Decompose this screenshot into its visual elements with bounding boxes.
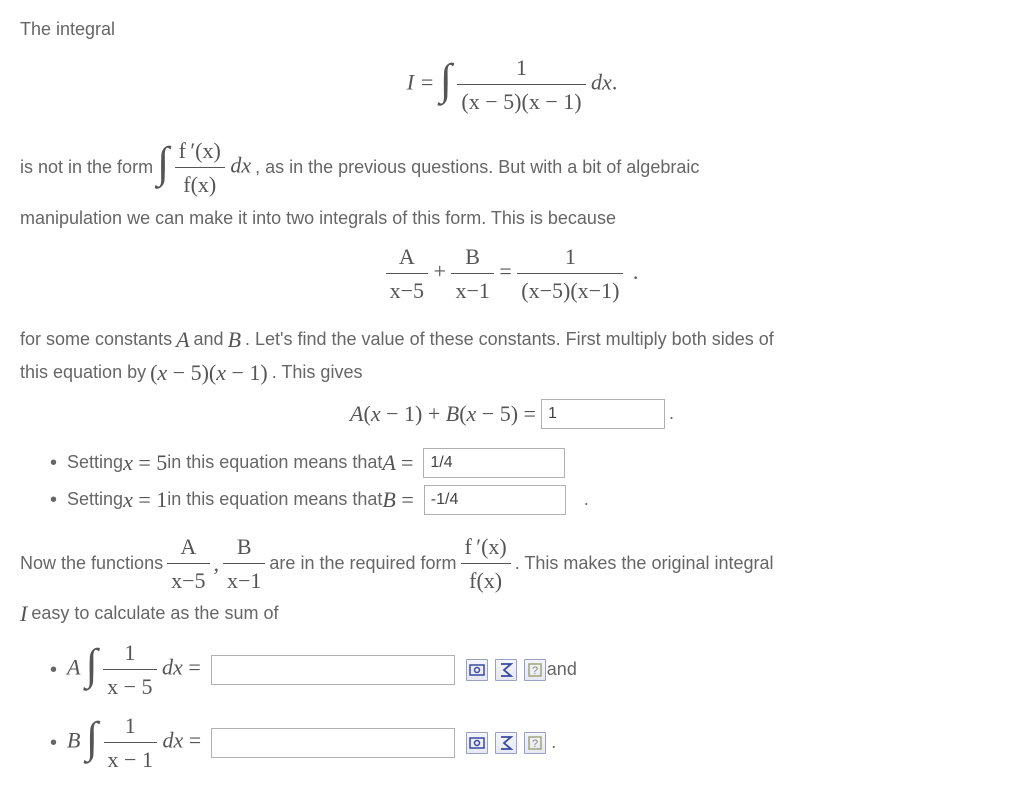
sigma-icon[interactable] [495, 659, 517, 681]
svg-text:?: ? [532, 738, 538, 750]
and-tail: and [547, 656, 577, 683]
x-eq-1: x = 1 [123, 483, 167, 516]
for-some-constants: for some constants [20, 326, 172, 353]
this-equation-by: this equation by [20, 359, 146, 386]
expanded-lhs: A(x − 1) + B(x − 5) = [350, 397, 536, 430]
B-over-x1: Bx−1 [223, 530, 265, 597]
integral-A-input[interactable] [211, 655, 455, 685]
I-easy-line: I easy to calculate as the sum of [20, 597, 1004, 630]
bullet-B: • Setting x = 1 in this equation means t… [50, 483, 1004, 516]
integrand-num: 1 [457, 51, 585, 85]
A-equals: A = [382, 446, 413, 479]
factor-expr: (x − 5)(x − 1) [150, 356, 268, 389]
fprime-over-f: f ′(x) f(x) [461, 530, 511, 597]
display-integral-I: I = ∫ 1 (x − 5)(x − 1) dx. [20, 51, 1004, 118]
I-var: I [20, 597, 27, 630]
I-equals: I = [407, 70, 435, 95]
this-gives: . This gives [272, 359, 363, 386]
prose-line-form: is not in the form ∫ f ′(x) f(x) dx , as… [20, 134, 1004, 201]
equals-sign: = [499, 259, 517, 284]
preview-icon[interactable] [466, 732, 488, 754]
line4-tail: . Let's find the value of these constant… [245, 326, 774, 353]
A-integral: A ∫ 1 x − 5 dx = [67, 636, 201, 703]
bullet-dot: • [50, 660, 57, 680]
constants-line-2: this equation by (x − 5)(x − 1) . This g… [20, 356, 1004, 389]
plus-sign: + [434, 259, 452, 284]
B-input[interactable] [424, 485, 566, 515]
partial-fraction-equation: A x−5 + B x−1 = 1 (x−5)(x−1) . [20, 240, 1004, 307]
dx-term: dx. [591, 70, 617, 95]
and-word: and [194, 326, 224, 353]
A-var: A [176, 323, 189, 356]
integral-B-input[interactable] [211, 728, 455, 758]
setting-text: Setting [67, 449, 123, 476]
are-in-required-form: are in the required form [269, 550, 456, 577]
this-makes: . This makes the original integral [515, 550, 774, 577]
is-not-in-form: is not in the form [20, 154, 153, 181]
integral-A-row: • A ∫ 1 x − 5 dx = ? and [50, 636, 1004, 703]
integrand-den: (x − 5)(x − 1) [457, 85, 585, 118]
manipulation-line: manipulation we can make it into two int… [20, 205, 1004, 232]
now-the-functions: Now the functions [20, 550, 163, 577]
bullet-list-1: • Setting x = 5 in this equation means t… [50, 446, 1004, 516]
easy-to-calculate: easy to calculate as the sum of [31, 600, 278, 627]
bullet-dot: • [50, 453, 57, 473]
bullet-dot: • [50, 733, 57, 753]
preview-icon[interactable] [466, 659, 488, 681]
integral-B-row: • B ∫ 1 x − 1 dx = ? . [50, 709, 1004, 776]
period-2: . [669, 400, 674, 427]
means-that-2: in this equation means that [167, 486, 382, 513]
x-eq-5: x = 5 [123, 446, 167, 479]
svg-text:?: ? [532, 665, 538, 677]
toolbar-A: ? [465, 656, 547, 683]
comma: , [214, 547, 220, 580]
intro-text: The integral [20, 16, 1004, 43]
B-var: B [228, 323, 241, 356]
setting-text-2: Setting [67, 486, 123, 513]
bullet-A: • Setting x = 5 in this equation means t… [50, 446, 1004, 479]
B-equals: B = [382, 483, 413, 516]
A-input[interactable] [423, 448, 565, 478]
rhs-input[interactable] [541, 399, 665, 429]
help-icon[interactable]: ? [524, 732, 546, 754]
means-that: in this equation means that [167, 449, 382, 476]
A-over-x5: Ax−5 [167, 530, 209, 597]
B-integral: B ∫ 1 x − 1 dx = [67, 709, 201, 776]
bullet-dot: • [50, 490, 57, 510]
line2-tail: , as in the previous questions. But with… [255, 154, 699, 181]
period-4: . [551, 729, 556, 756]
toolbar-B: ? [465, 729, 547, 756]
now-functions-line: Now the functions Ax−5 , Bx−1 are in the… [20, 530, 1004, 597]
expanded-equation-row: A(x − 1) + B(x − 5) = . [20, 397, 1004, 430]
fprime-over-f-integral: ∫ f ′(x) f(x) dx [157, 134, 251, 201]
integrand-fraction: 1 (x − 5)(x − 1) [457, 51, 585, 118]
help-icon[interactable]: ? [524, 659, 546, 681]
integral-sign: ∫ [440, 60, 452, 100]
sigma-icon[interactable] [495, 732, 517, 754]
period: . [633, 259, 639, 284]
period-3: . [584, 486, 589, 513]
constants-line-1: for some constants A and B . Let's find … [20, 323, 1004, 356]
